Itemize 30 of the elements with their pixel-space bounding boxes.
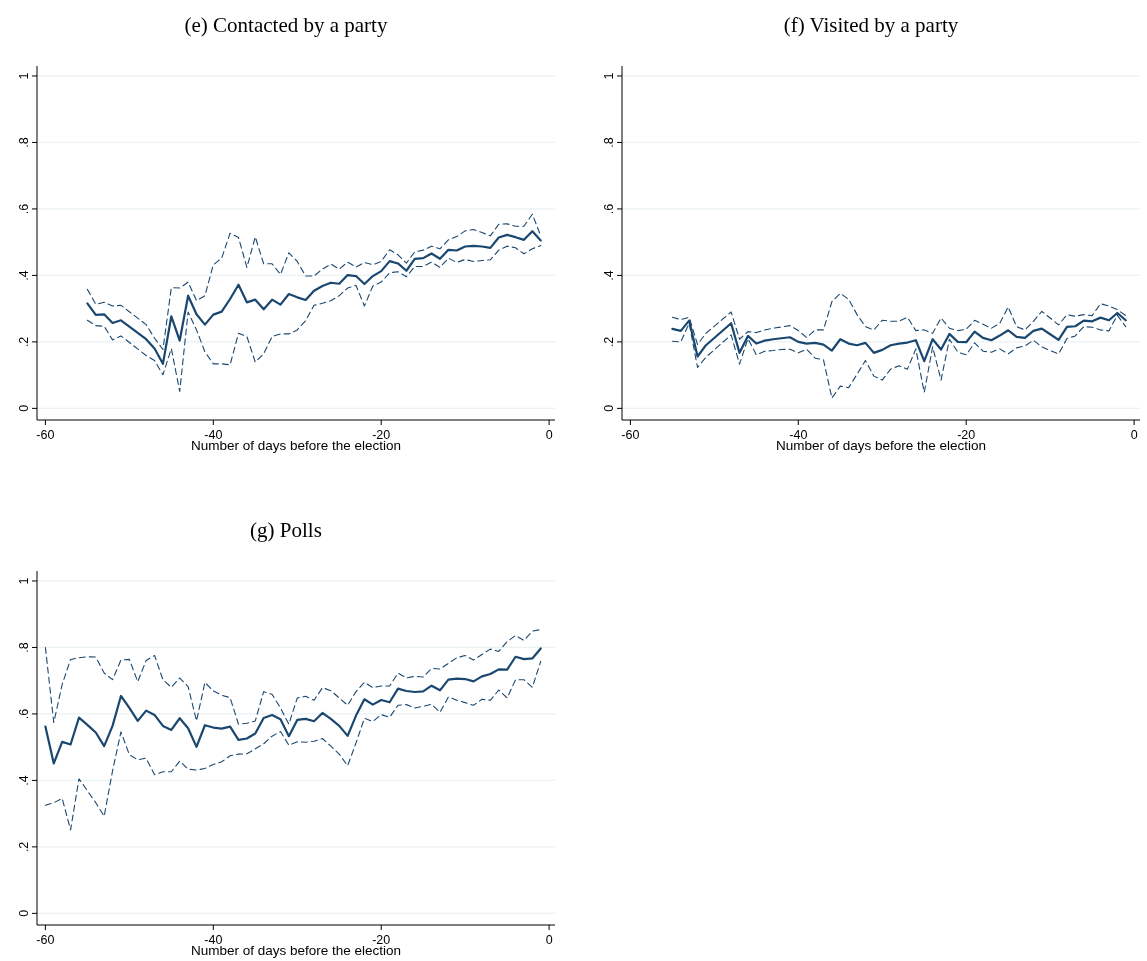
y-tick-label: .8 <box>17 137 31 148</box>
line-series <box>44 647 542 765</box>
x-tick-label: -60 <box>36 428 55 442</box>
y-tick-label: 0 <box>17 909 31 917</box>
x-tick-label: 0 <box>1130 428 1138 442</box>
y-tick-label: 1 <box>602 72 616 80</box>
y-tick-label: .8 <box>602 137 616 148</box>
chart-title: (e) Contacted by a party <box>184 13 388 37</box>
y-tick-label: .2 <box>17 336 31 348</box>
y-tick-label: 0 <box>17 404 31 412</box>
line-series <box>44 660 542 831</box>
chart-title: (g) Polls <box>250 518 322 542</box>
y-tick-label: .8 <box>17 642 31 653</box>
line-series <box>44 628 542 725</box>
x-tick-label: 0 <box>545 428 553 442</box>
y-tick-label: .4 <box>602 270 616 281</box>
y-tick-label: 1 <box>17 72 31 80</box>
y-tick-label: .2 <box>17 841 31 853</box>
y-tick-label: 1 <box>17 577 31 585</box>
y-tick-label: .6 <box>602 203 616 215</box>
x-tick-label: -60 <box>36 933 55 947</box>
y-tick-label: .2 <box>602 336 616 348</box>
y-tick-label: .4 <box>17 270 31 281</box>
y-tick-label: .6 <box>17 203 31 215</box>
y-tick-label: 0 <box>602 404 616 412</box>
chart-title: (f) Visited by a party <box>783 13 959 37</box>
y-tick-label: .6 <box>17 708 31 720</box>
x-tick-label: 0 <box>545 933 553 947</box>
y-tick-label: .4 <box>17 775 31 786</box>
x-tick-label: -60 <box>621 428 640 442</box>
